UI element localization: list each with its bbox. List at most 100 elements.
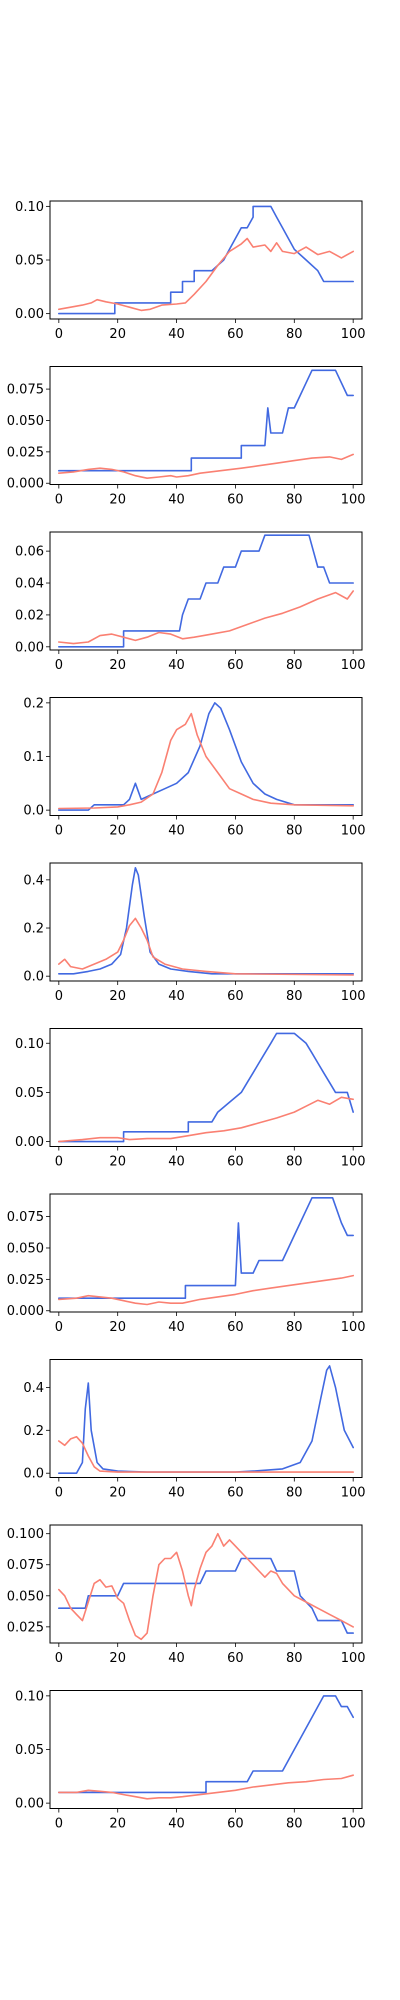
x-tick-label: 40 — [168, 824, 185, 839]
x-tick-label: 60 — [227, 327, 244, 342]
x-tick-label: 100 — [341, 1320, 366, 1335]
series-line-blue — [58, 702, 354, 811]
x-tick-label: 100 — [341, 658, 366, 673]
x-tick-label: 60 — [227, 1817, 244, 1832]
x-tick-label: 20 — [109, 493, 126, 508]
plot-frame — [49, 531, 363, 651]
plot-frame — [49, 1359, 363, 1478]
x-tick-label: 80 — [286, 1817, 303, 1832]
chart-panel-2: 0 20 40 60 80 100 0.000 0.025 0.050 0.075 — [7, 366, 366, 508]
series-line-blue — [58, 1365, 354, 1474]
x-tick-label: 80 — [286, 658, 303, 673]
series-line-red — [58, 1274, 354, 1306]
x-tick-label: 80 — [286, 1155, 303, 1170]
y-tick-label: 0.0 — [23, 1467, 44, 1482]
y-tick-label: 0.05 — [15, 1743, 44, 1758]
x-tick-label: 60 — [227, 1155, 244, 1170]
chart-panel-9: 0 20 40 60 80 100 0.025 0.050 0.075 0.100 — [7, 1524, 366, 1666]
x-tick-label: 60 — [227, 1486, 244, 1501]
series-line-red — [58, 1774, 354, 1800]
series-line-blue — [58, 1032, 354, 1143]
series-line-blue — [58, 1695, 354, 1794]
x-tick-label: 100 — [341, 1486, 366, 1501]
x-tick-label: 40 — [168, 327, 185, 342]
y-tick-label: 0.05 — [15, 1086, 44, 1101]
x-tick-label: 60 — [227, 824, 244, 839]
x-tick-label: 80 — [286, 1320, 303, 1335]
series-line-blue — [58, 1557, 354, 1634]
x-tick-label: 40 — [168, 1651, 185, 1666]
x-tick-label: 40 — [168, 1155, 185, 1170]
x-tick-label: 60 — [227, 1651, 244, 1666]
x-tick-label: 60 — [227, 1320, 244, 1335]
y-tick-label: 0.2 — [23, 1424, 44, 1439]
plot-frame — [49, 1028, 363, 1147]
x-tick-label: 0 — [55, 1155, 63, 1170]
x-tick-label: 80 — [286, 327, 303, 342]
y-tick-label: 0.000 — [7, 477, 44, 492]
y-tick-label: 0.1 — [23, 750, 44, 765]
x-tick-label: 0 — [55, 493, 63, 508]
plot-frame — [49, 200, 363, 320]
series-line-blue — [58, 1197, 354, 1299]
plot-frame — [49, 862, 363, 982]
y-tick-label: 0.02 — [15, 608, 44, 623]
x-tick-label: 20 — [109, 1320, 126, 1335]
chart-panel-7: 0 20 40 60 80 100 0.000 0.025 0.050 0.075 — [7, 1193, 366, 1335]
series-line-blue — [58, 867, 354, 975]
x-tick-label: 20 — [109, 327, 126, 342]
series-line-red — [58, 590, 354, 645]
plot-frame — [49, 1193, 363, 1313]
series-line-red — [58, 1532, 354, 1641]
x-tick-label: 80 — [286, 493, 303, 508]
x-tick-label: 100 — [341, 1651, 366, 1666]
x-tick-label: 60 — [227, 493, 244, 508]
series-line-red — [58, 917, 354, 976]
y-tick-label: 0.05 — [15, 254, 44, 269]
chart-panel-4: 0 20 40 60 80 100 0.0 0.1 0.2 — [23, 696, 365, 838]
series-line-blue — [58, 369, 354, 472]
x-tick-label: 100 — [341, 1817, 366, 1832]
y-tick-label: 0.00 — [15, 1797, 44, 1812]
x-tick-label: 0 — [55, 1651, 63, 1666]
series-line-blue — [58, 205, 354, 315]
x-tick-label: 40 — [168, 1817, 185, 1832]
x-tick-label: 80 — [286, 824, 303, 839]
y-tick-label: 0.025 — [7, 1620, 44, 1635]
x-tick-label: 0 — [55, 1320, 63, 1335]
x-tick-label: 20 — [109, 658, 126, 673]
x-tick-label: 20 — [109, 1155, 126, 1170]
chart-panel-10: 0 20 40 60 80 100 0.00 0.05 0.10 — [15, 1689, 366, 1831]
x-tick-label: 0 — [55, 824, 63, 839]
y-tick-label: 0.000 — [7, 1304, 44, 1319]
chart-panel-6: 0 20 40 60 80 100 0.00 0.05 0.10 — [15, 1028, 366, 1170]
x-tick-label: 100 — [341, 1155, 366, 1170]
y-tick-label: 0.100 — [7, 1527, 44, 1542]
y-tick-label: 0.10 — [15, 200, 44, 215]
x-tick-label: 0 — [55, 1817, 63, 1832]
x-tick-label: 100 — [341, 327, 366, 342]
chart-panel-3: 0 20 40 60 80 100 0.00 0.02 0.04 0.06 — [15, 531, 366, 673]
x-tick-label: 20 — [109, 1486, 126, 1501]
y-tick-label: 0.075 — [7, 383, 44, 398]
x-tick-label: 80 — [286, 1486, 303, 1501]
x-tick-label: 60 — [227, 989, 244, 1004]
y-tick-label: 0.00 — [15, 307, 44, 322]
x-tick-label: 40 — [168, 989, 185, 1004]
x-tick-label: 80 — [286, 989, 303, 1004]
y-tick-label: 0.0 — [23, 970, 44, 985]
x-tick-label: 0 — [55, 327, 63, 342]
chart-panel-8: 0 20 40 60 80 100 0.0 0.2 0.4 — [23, 1359, 366, 1501]
y-tick-label: 0.10 — [15, 1037, 44, 1052]
chart-panel-1: 0 20 40 60 80 100 0.00 0.05 0.10 — [15, 200, 366, 342]
y-tick-label: 0.050 — [7, 414, 44, 429]
y-tick-label: 0.04 — [15, 577, 44, 592]
plot-frame — [49, 1524, 363, 1644]
y-tick-label: 0.2 — [23, 922, 44, 937]
y-tick-label: 0.06 — [15, 545, 44, 560]
y-tick-label: 0.0 — [23, 804, 44, 819]
x-tick-label: 0 — [55, 1486, 63, 1501]
series-line-red — [58, 237, 354, 312]
chart-panel-5: 0 20 40 60 80 100 0.0 0.2 0.4 — [23, 862, 366, 1004]
